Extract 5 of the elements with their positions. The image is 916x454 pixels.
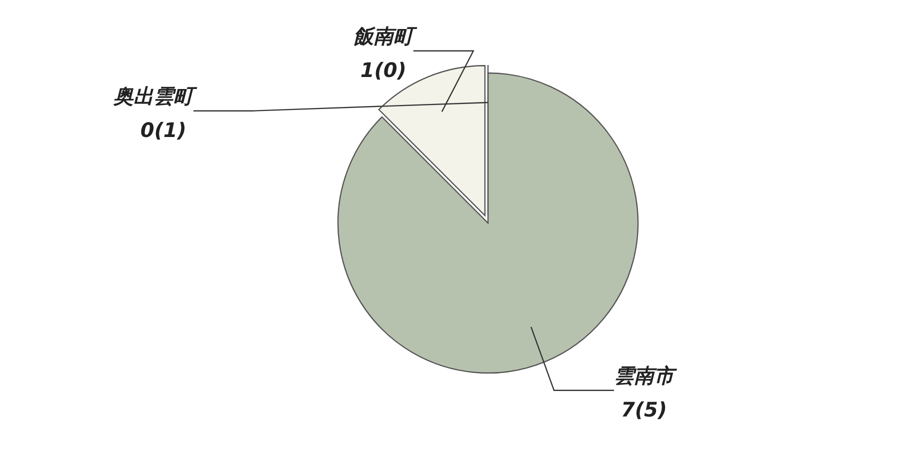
data-label: 1(0) — [360, 58, 406, 82]
slice-label: 飯南町 — [353, 24, 418, 48]
slice-label: 雲南市 — [614, 363, 678, 388]
text: 0(1) — [140, 118, 186, 142]
data-label: 7(5) — [620, 397, 668, 422]
